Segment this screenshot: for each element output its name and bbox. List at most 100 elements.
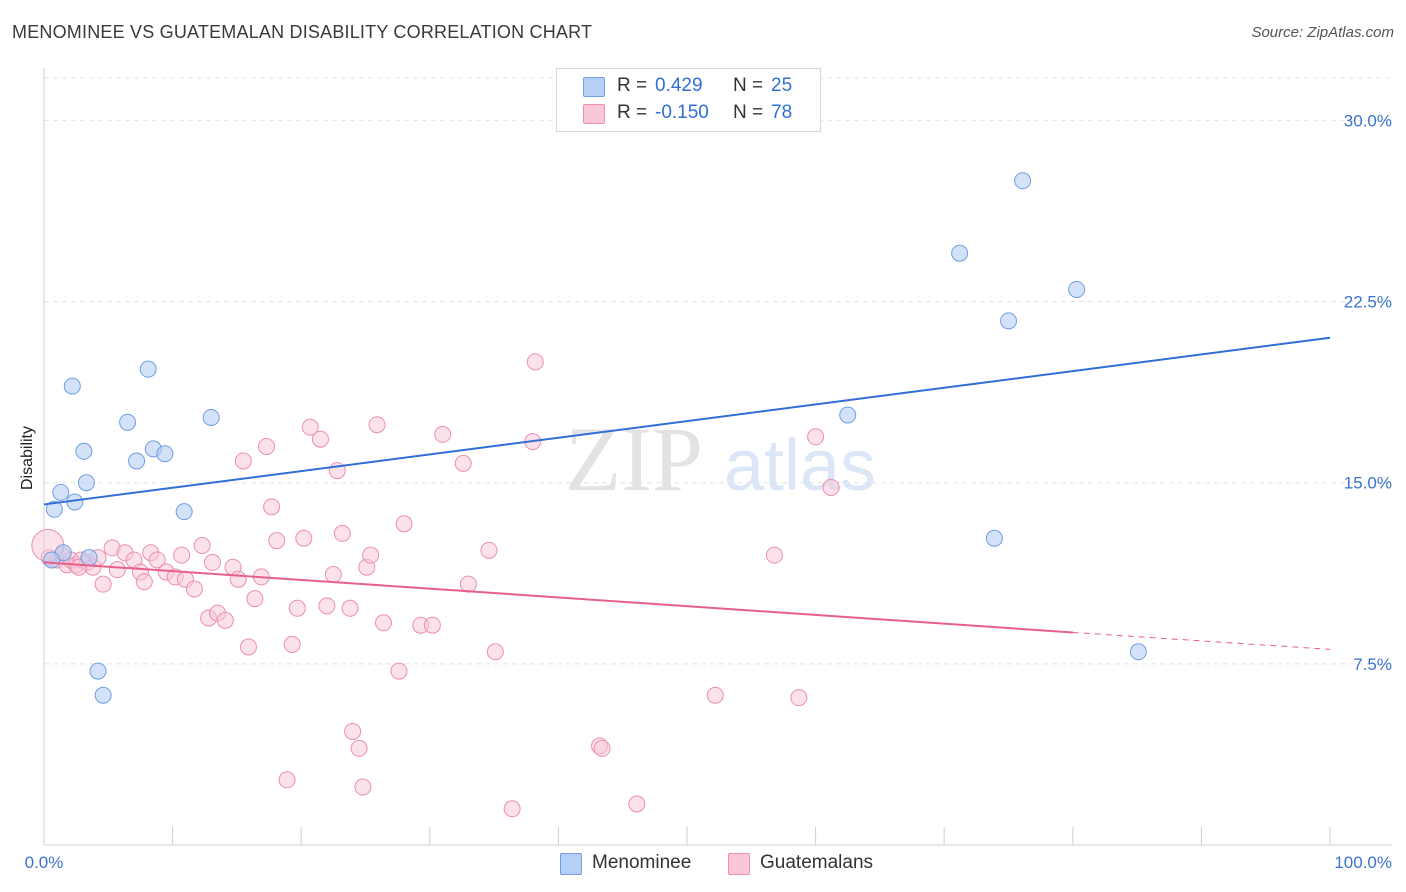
bottom-legend-swatch-blue <box>560 853 582 875</box>
menominee-point <box>43 551 61 569</box>
chart-title: MENOMINEE VS GUATEMALAN DISABILITY CORRE… <box>12 22 593 42</box>
guatemalans-point <box>344 722 362 740</box>
menominee-point <box>89 662 107 680</box>
menominee-point <box>951 244 969 262</box>
guatemalans-point <box>790 689 808 707</box>
legend-n-value: 25 <box>771 75 793 96</box>
guatemalans-trend-line <box>43 561 1073 634</box>
guatemalans-point <box>185 580 203 598</box>
guatemalans-point <box>135 573 153 591</box>
menominee-trend-line <box>43 336 1331 506</box>
guatemalans-point <box>822 479 840 497</box>
menominee-point <box>1068 280 1086 298</box>
menominee-point <box>63 377 81 395</box>
legend-swatch-blue <box>583 77 605 97</box>
y-tick-label: 30.0% <box>1344 111 1392 130</box>
guatemalans-point <box>368 416 386 434</box>
guatemalans-point <box>434 425 452 443</box>
guatemalans-points <box>31 353 840 818</box>
guatemalans-point <box>239 638 257 656</box>
y-tick-label: 15.0% <box>1344 474 1392 493</box>
guatemalans-point <box>278 771 296 789</box>
menominee-point <box>1014 172 1032 190</box>
watermark-zip: ZIP <box>565 408 703 510</box>
guatemalans-point <box>390 662 408 680</box>
bottom-legend-swatch-pink <box>728 853 750 875</box>
menominee-point <box>128 452 146 470</box>
menominee-point <box>52 483 70 501</box>
guatemalans-point <box>203 553 221 571</box>
correlation-legend: R = 0.429 N = 25 R = -0.150 N = 78 <box>556 68 821 132</box>
menominee-point <box>202 408 220 426</box>
guatemalans-point <box>108 561 126 579</box>
guatemalans-point <box>765 546 783 564</box>
guatemalans-point <box>263 498 281 516</box>
menominee-point <box>1129 643 1147 661</box>
guatemalans-point <box>807 428 825 446</box>
guatemalans-point <box>301 418 319 436</box>
guatemalans-point <box>283 636 301 654</box>
guatemalans-point <box>257 437 275 455</box>
axes <box>43 68 1392 846</box>
guatemalans-point <box>148 551 166 569</box>
guatemalans-point <box>423 616 441 634</box>
guatemalans-point <box>354 778 372 796</box>
guatemalans-trend-extension <box>1072 631 1331 650</box>
menominee-point <box>139 360 157 378</box>
guatemalans-point <box>246 590 264 608</box>
guatemalans-point <box>628 795 646 813</box>
guatemalans-point <box>350 739 368 757</box>
menominee-point <box>119 413 137 431</box>
guatemalans-point <box>173 546 191 564</box>
guatemalans-point <box>333 524 351 542</box>
menominee-point <box>75 442 93 460</box>
guatemalans-point <box>341 599 359 617</box>
guatemalans-point <box>486 643 504 661</box>
menominee-point <box>94 686 112 704</box>
guatemalans-point <box>503 800 521 818</box>
bottom-legend-label: Guatemalans <box>760 852 874 873</box>
guatemalans-point <box>706 686 724 704</box>
guatemalans-point <box>395 515 413 533</box>
menominee-point <box>175 503 193 521</box>
guatemalans-point <box>459 575 477 593</box>
x-tick-label: 100.0% <box>1334 853 1392 872</box>
legend-r-value: 0.429 <box>655 75 703 96</box>
guatemalans-point <box>193 536 211 554</box>
guatemalans-point <box>454 454 472 472</box>
guatemalans-point <box>362 546 380 564</box>
legend-swatch-pink <box>583 104 605 124</box>
watermark-atlas: atlas <box>724 426 876 506</box>
y-tick-label: 22.5% <box>1344 293 1392 312</box>
y-axis-label: Disability <box>19 425 36 491</box>
menominee-point <box>839 406 857 424</box>
guatemalans-point <box>216 611 234 629</box>
menominee-point <box>1000 312 1017 330</box>
legend-r-label: R = <box>617 75 648 96</box>
source-label: Source: ZipAtlas.com <box>1251 24 1394 41</box>
legend-n-label: N = <box>733 102 764 123</box>
menominee-point <box>156 445 174 463</box>
guatemalans-point <box>229 570 247 588</box>
guatemalans-point <box>288 599 306 617</box>
trend-lines <box>43 336 1331 650</box>
legend-r-label: R = <box>617 102 648 123</box>
guatemalans-point <box>593 739 611 757</box>
x-tick-label: 0.0% <box>25 853 64 872</box>
guatemalans-point <box>234 452 252 470</box>
guatemalans-point <box>526 353 544 371</box>
y-tick-label: 7.5% <box>1353 655 1392 674</box>
guatemalans-point <box>295 529 313 547</box>
guatemalans-point <box>480 541 498 559</box>
legend-r-value: -0.150 <box>655 102 709 123</box>
legend-n-label: N = <box>733 75 764 96</box>
legend-n-value: 78 <box>771 102 793 123</box>
guatemalans-point <box>311 430 329 448</box>
guatemalans-point <box>94 575 112 593</box>
menominee-point <box>77 474 95 492</box>
menominee-point <box>45 500 63 518</box>
bottom-legend-label: Menominee <box>592 852 692 873</box>
guatemalans-point <box>375 614 393 632</box>
tick-labels: 7.5% 15.0% 22.5% 30.0% 0.0% 100.0% <box>25 111 1392 872</box>
